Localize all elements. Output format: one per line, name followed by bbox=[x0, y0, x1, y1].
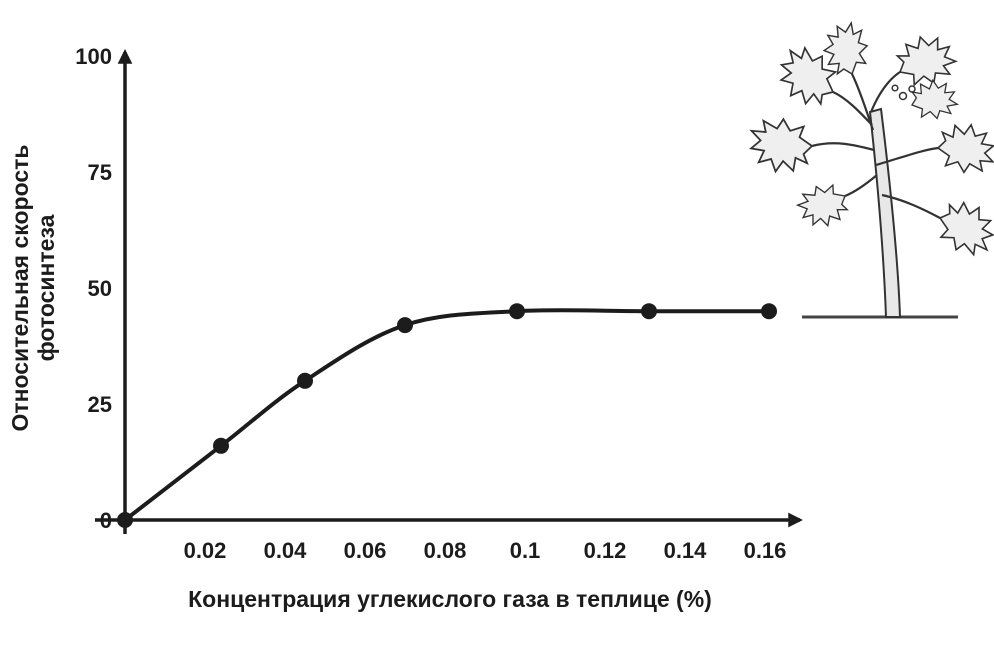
plant-leaf bbox=[747, 115, 815, 176]
plant-leaf bbox=[929, 193, 994, 263]
y-tick-label: 25 bbox=[88, 392, 112, 417]
plant-leaf bbox=[793, 177, 854, 234]
y-tick-label: 50 bbox=[88, 276, 112, 301]
y-axis-label-line2: фотосинтеза bbox=[33, 214, 59, 361]
x-tick-label: 0.16 bbox=[744, 538, 787, 563]
y-tick-label: 75 bbox=[88, 160, 112, 185]
data-curve bbox=[123, 308, 771, 522]
x-axis-label: Концентрация углекислого газа в теплице … bbox=[188, 586, 712, 612]
plant-leaf bbox=[890, 27, 961, 94]
plant-leaf bbox=[935, 121, 994, 176]
y-tick-label: 100 bbox=[75, 44, 112, 69]
x-tick-label: 0.12 bbox=[584, 538, 627, 563]
curve-point bbox=[509, 303, 525, 320]
x-tick-label: 0.1 bbox=[510, 538, 541, 563]
y-tick-label: 0 bbox=[100, 508, 112, 533]
x-tick-label: 0.08 bbox=[424, 538, 467, 563]
y-axis-label-line1: Относительная скорость bbox=[7, 144, 33, 431]
x-tick-label: 0.02 bbox=[184, 538, 227, 563]
x-tick-label: 0.06 bbox=[344, 538, 387, 563]
plant-blossoms bbox=[891, 84, 916, 101]
x-tick-label: 0.04 bbox=[264, 538, 308, 563]
curve-point bbox=[641, 303, 657, 320]
plant-branches bbox=[811, 71, 941, 219]
curve-point bbox=[397, 317, 413, 334]
curve-point bbox=[297, 372, 313, 389]
plant-stem bbox=[868, 107, 902, 318]
curve-point bbox=[213, 437, 229, 454]
curve-point bbox=[761, 303, 777, 320]
x-tick-label: 0.14 bbox=[664, 538, 708, 563]
curve-point bbox=[117, 512, 133, 528]
plant-illustration bbox=[747, 20, 994, 319]
plot-area: 0.02 0.04 0.06 0.08 0.1 0.12 0.14 0.16 0 25 50 75 10… bbox=[75, 44, 786, 563]
